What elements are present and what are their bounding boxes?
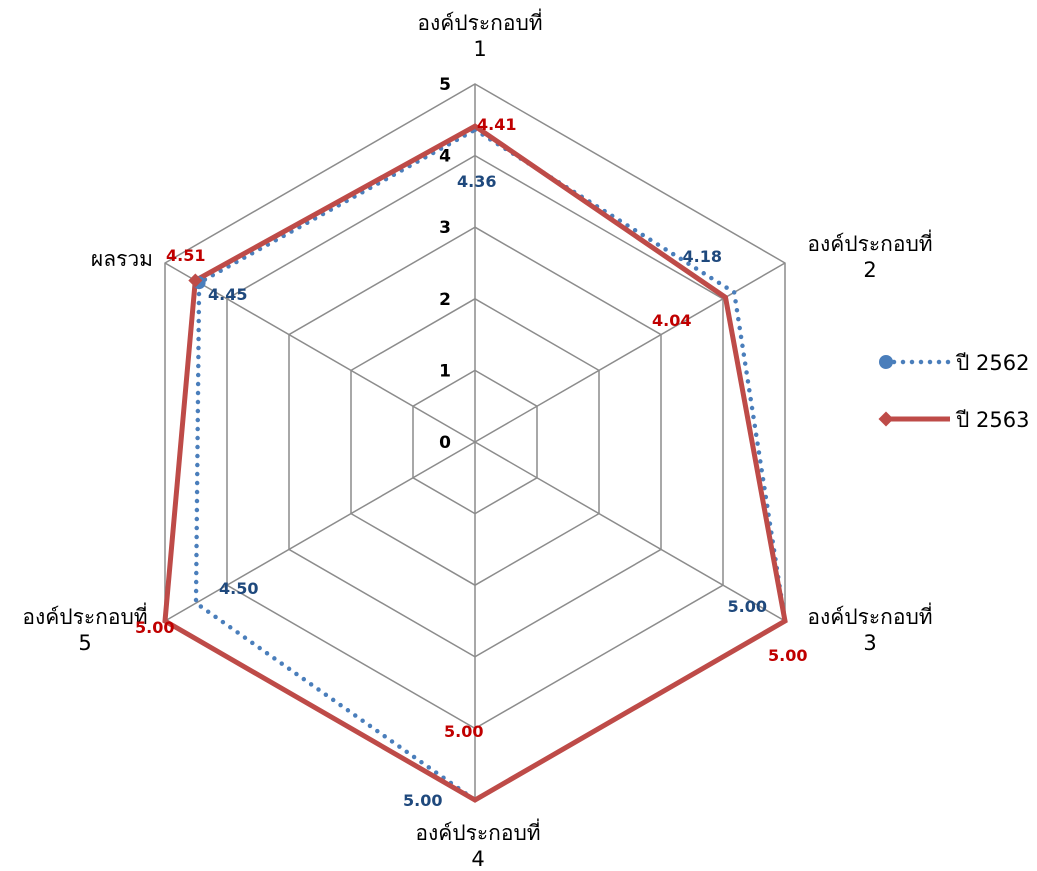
axis-spoke-3 [474, 441, 786, 622]
series-line-1 [193, 127, 788, 803]
series-2-marker [188, 273, 203, 288]
tick-label: 5 [439, 75, 451, 95]
category-label: 4 [471, 847, 484, 871]
tick-label: 4 [439, 147, 451, 167]
tick-label: 0 [439, 433, 451, 453]
category-label: 3 [863, 631, 876, 655]
grid-layer [164, 83, 786, 801]
category-label: 5 [78, 631, 91, 655]
legend-label: ปี 2563 [955, 408, 1029, 432]
data-label: 5.00 [768, 646, 807, 665]
data-label: 4.18 [683, 247, 722, 266]
legend-label: ปี 2562 [955, 351, 1029, 375]
data-label: 4.51 [166, 246, 205, 265]
category-label: ผลรวม [91, 247, 153, 271]
data-label: 5.00 [135, 618, 174, 637]
data-label: 5.00 [403, 791, 442, 810]
data-label: 4.41 [477, 115, 516, 134]
axis-spoke-6 [164, 262, 476, 443]
data-label: 5.00 [444, 722, 483, 741]
tick-label: 1 [439, 361, 451, 381]
category-label: องค์ประกอบที่ [807, 229, 932, 256]
legend-marker-2 [878, 411, 894, 427]
data-label: 4.45 [208, 285, 247, 304]
label-layer: 012345องค์ประกอบที่1องค์ประกอบที่2องค์ปร… [22, 8, 932, 871]
category-label: องค์ประกอบที่ [807, 602, 932, 629]
category-label: องค์ประกอบที่ [415, 818, 540, 845]
axis-spoke-5 [164, 441, 476, 622]
category-label: องค์ประกอบที่ [417, 8, 542, 35]
legend-marker-1 [879, 355, 893, 369]
series-layer [162, 123, 788, 803]
category-label: องค์ประกอบที่ [22, 602, 147, 629]
tick-label: 2 [439, 290, 451, 310]
axis-spoke-2 [474, 262, 786, 443]
data-label: 4.50 [219, 579, 258, 598]
data-label: 5.00 [728, 597, 767, 616]
category-label: 2 [863, 258, 876, 282]
data-label: 4.04 [652, 311, 691, 330]
category-label: 1 [473, 37, 486, 61]
tick-label: 3 [439, 218, 451, 238]
legend: ปี 2562 ปี 2563 [878, 351, 1029, 432]
data-label: 4.36 [457, 172, 496, 191]
